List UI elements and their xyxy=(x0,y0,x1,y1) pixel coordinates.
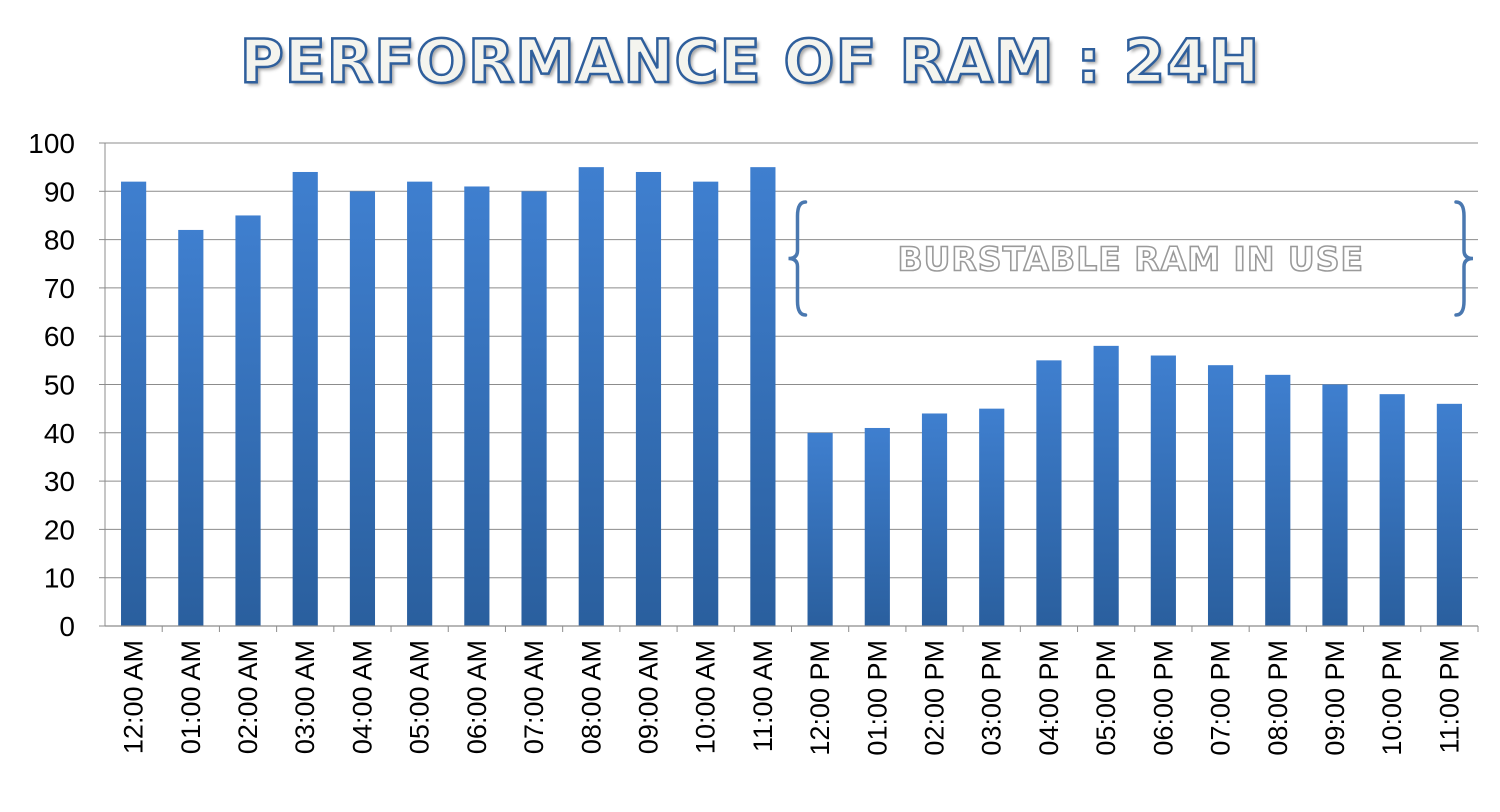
x-tick-label: 12:00 PM xyxy=(805,640,835,756)
x-tick-label: 03:00 AM xyxy=(290,640,320,754)
y-tick-label: 90 xyxy=(44,176,75,207)
bar xyxy=(235,215,261,626)
x-tick-label: 01:00 PM xyxy=(862,640,892,756)
bar xyxy=(1036,360,1062,626)
x-tick-label: 11:00 PM xyxy=(1434,640,1464,754)
bar xyxy=(1379,394,1405,626)
y-tick-label: 50 xyxy=(44,370,75,401)
y-tick-label: 20 xyxy=(44,514,75,545)
bar xyxy=(521,191,547,627)
bar xyxy=(921,413,948,626)
axes: 0 10 20 30 40 50 60 70 80 90 100 12:00 AM 01:00 AM 02… xyxy=(28,128,1479,756)
right-brace xyxy=(1454,200,1474,317)
x-tick-label: 02:00 AM xyxy=(233,640,263,754)
bar xyxy=(349,191,376,627)
bar xyxy=(1322,384,1348,626)
x-tick-label: 11:00 AM xyxy=(748,640,778,752)
x-tick-label: 02:00 PM xyxy=(920,640,950,756)
x-tick-label: 06:00 PM xyxy=(1148,640,1178,756)
bar xyxy=(1093,345,1119,626)
bar xyxy=(979,408,1005,626)
annotation: BURSTABLE RAM IN USE xyxy=(788,200,1474,317)
x-tick-label: 07:00 PM xyxy=(1206,640,1236,756)
chart-title: PERFORMANCE OF RAM : 24H xyxy=(239,26,1261,99)
bar xyxy=(693,181,719,626)
bar xyxy=(750,167,776,626)
bar xyxy=(578,167,604,626)
x-tick-label: 05:00 PM xyxy=(1091,640,1121,756)
x-tick-label: 06:00 AM xyxy=(462,640,492,754)
x-tick-label: 08:00 PM xyxy=(1263,640,1293,756)
x-tick-label: 04:00 AM xyxy=(347,640,377,754)
x-tick-label: 12:00 AM xyxy=(119,640,149,754)
bar xyxy=(1436,403,1462,626)
left-brace xyxy=(788,200,808,317)
y-tick-label: 60 xyxy=(44,321,75,352)
x-tick-label: 07:00 AM xyxy=(519,640,549,754)
y-tick-label: 30 xyxy=(44,466,75,497)
bar xyxy=(807,432,833,626)
bar xyxy=(1265,374,1291,626)
x-tick-label: 09:00 AM xyxy=(633,640,663,754)
x-tick-label: 10:00 AM xyxy=(691,640,721,754)
gridlines xyxy=(105,142,1478,579)
bar xyxy=(464,186,490,626)
bars xyxy=(121,167,1462,627)
bar xyxy=(178,229,204,626)
x-tick-label: 01:00 AM xyxy=(176,640,206,754)
y-tick-label: 0 xyxy=(59,611,75,642)
annotation-label: BURSTABLE RAM IN USE xyxy=(897,240,1364,279)
x-tick-label: 09:00 PM xyxy=(1320,640,1350,756)
bar xyxy=(1150,355,1176,626)
y-tick-label: 100 xyxy=(28,128,75,159)
bar xyxy=(292,171,318,627)
bar xyxy=(121,181,147,626)
x-tick-label: 08:00 AM xyxy=(576,640,606,754)
x-tick-label: 03:00 PM xyxy=(977,640,1007,756)
bar xyxy=(864,427,890,626)
x-tick-label: 05:00 AM xyxy=(405,640,435,754)
bar xyxy=(407,181,433,626)
y-tick-label: 70 xyxy=(44,273,75,304)
bar xyxy=(1207,365,1234,626)
x-tick-label: 10:00 PM xyxy=(1377,640,1407,756)
x-tick-label: 04:00 PM xyxy=(1034,640,1064,756)
y-tick-label: 40 xyxy=(44,418,75,449)
y-tick-label: 80 xyxy=(44,225,75,256)
y-tick-label: 10 xyxy=(44,563,75,594)
bar xyxy=(635,171,662,627)
